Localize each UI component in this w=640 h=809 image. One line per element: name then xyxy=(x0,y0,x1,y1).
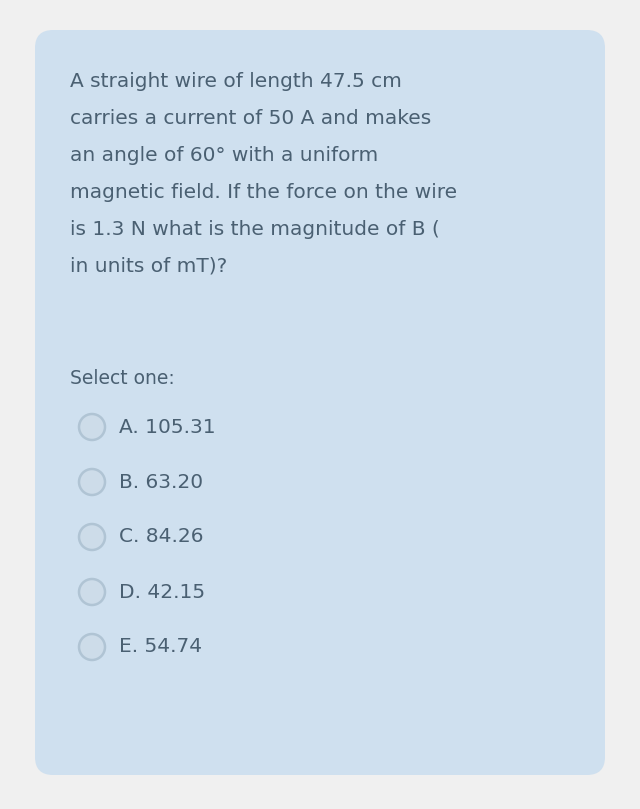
Text: is 1.3 N what is the magnitude of B (: is 1.3 N what is the magnitude of B ( xyxy=(70,220,440,239)
Text: B. 63.20: B. 63.20 xyxy=(119,472,203,492)
Circle shape xyxy=(79,634,105,660)
Text: A. 105.31: A. 105.31 xyxy=(119,417,216,437)
Text: magnetic field. If the force on the wire: magnetic field. If the force on the wire xyxy=(70,183,457,202)
Text: an angle of 60° with a uniform: an angle of 60° with a uniform xyxy=(70,146,378,165)
Circle shape xyxy=(79,469,105,495)
Circle shape xyxy=(79,414,105,440)
Text: carries a current of 50 A and makes: carries a current of 50 A and makes xyxy=(70,109,431,128)
Text: E. 54.74: E. 54.74 xyxy=(119,637,202,656)
FancyBboxPatch shape xyxy=(35,30,605,775)
Circle shape xyxy=(79,524,105,550)
Text: Select one:: Select one: xyxy=(70,369,175,388)
Text: A straight wire of length 47.5 cm: A straight wire of length 47.5 cm xyxy=(70,72,402,91)
Text: in units of mT)?: in units of mT)? xyxy=(70,257,227,276)
Text: D. 42.15: D. 42.15 xyxy=(119,582,205,602)
Circle shape xyxy=(79,579,105,605)
Text: C. 84.26: C. 84.26 xyxy=(119,527,204,547)
